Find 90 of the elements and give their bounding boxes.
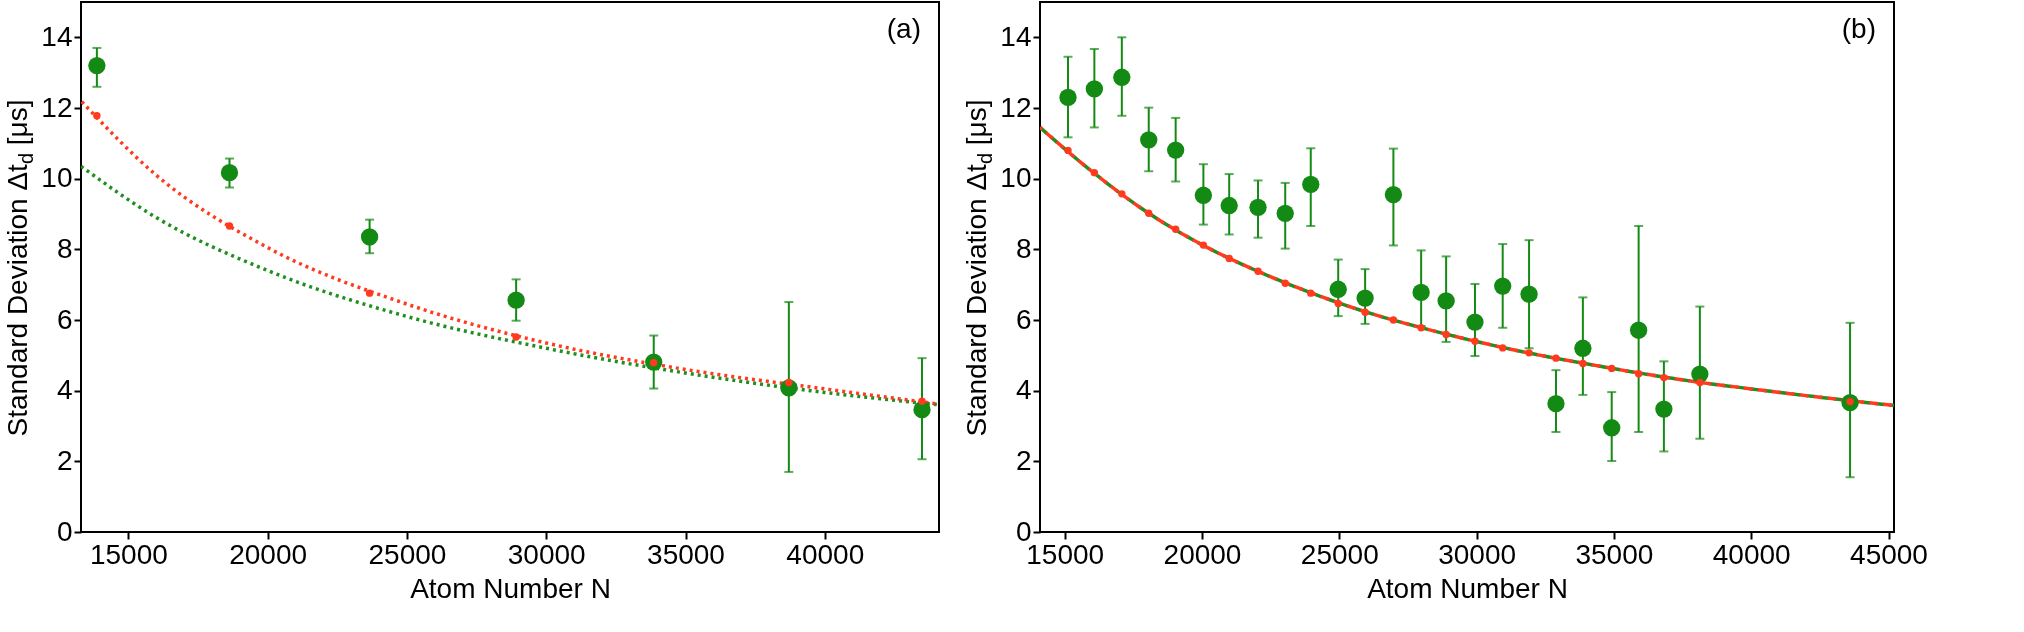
y-tick-label: 14 — [1000, 20, 1032, 52]
y-tick-label: 10 — [41, 162, 73, 194]
point — [365, 289, 374, 297]
point — [1225, 254, 1233, 263]
point — [1384, 185, 1403, 204]
x-tick-label: 30000 — [1438, 538, 1517, 570]
point — [1660, 373, 1668, 382]
x-tick-label: 45000 — [1850, 538, 1928, 570]
point — [1655, 400, 1673, 418]
x-tick-label: 20000 — [1163, 538, 1242, 570]
point — [1302, 175, 1320, 193]
point — [1634, 370, 1643, 378]
point — [918, 397, 926, 405]
y-tick-label: 12 — [41, 91, 73, 123]
y-tick-label: 8 — [56, 232, 73, 264]
point — [225, 222, 234, 230]
point — [1276, 204, 1294, 222]
x-axis-title: Atom Number N — [1367, 572, 1568, 604]
point — [1520, 285, 1538, 303]
point — [1579, 359, 1587, 368]
point — [512, 333, 520, 341]
annotation: (b) — [1841, 13, 1876, 44]
point — [1603, 419, 1621, 437]
point — [360, 228, 379, 246]
y-tick-label: 0 — [56, 515, 73, 547]
point — [1498, 344, 1507, 352]
point — [1442, 330, 1450, 339]
y-tick-label: 12 — [1000, 91, 1032, 123]
point — [1629, 321, 1648, 339]
point — [1696, 378, 1704, 387]
point — [1171, 225, 1180, 233]
point — [1307, 289, 1315, 297]
y-tick-label: 14 — [41, 20, 73, 52]
x-tick-label: 35000 — [1575, 538, 1654, 570]
y-tick-label: 0 — [1015, 515, 1032, 547]
y-tick-label: 6 — [56, 303, 73, 335]
point — [507, 291, 525, 309]
point — [1113, 68, 1131, 86]
y-tick-label: 2 — [56, 444, 73, 476]
point — [1389, 316, 1398, 324]
point — [1199, 241, 1208, 249]
point — [93, 112, 101, 120]
x-tick-label: 30000 — [507, 538, 586, 570]
point — [1220, 196, 1238, 215]
y-tick-label: 4 — [1015, 374, 1032, 406]
y-tick-label: 6 — [1015, 303, 1032, 335]
point — [1090, 168, 1099, 177]
y-tick-label: 4 — [56, 374, 73, 406]
x-tick-label: 40000 — [1712, 538, 1791, 570]
y-tick-label: 10 — [1000, 162, 1032, 194]
point — [1254, 267, 1262, 275]
point — [1417, 324, 1425, 332]
point — [1166, 141, 1185, 159]
point — [1356, 289, 1374, 307]
point — [1281, 279, 1289, 287]
x-tick-label: 20000 — [229, 538, 308, 570]
x-tick-label: 25000 — [1300, 538, 1379, 570]
point — [1085, 80, 1104, 98]
point — [1334, 299, 1342, 308]
point — [1059, 88, 1077, 107]
point — [1466, 313, 1484, 331]
point — [1547, 395, 1565, 413]
point — [1574, 339, 1592, 357]
point — [1412, 283, 1430, 302]
point — [1471, 337, 1479, 345]
point — [220, 164, 239, 182]
x-tick-label: 40000 — [786, 538, 865, 570]
point — [1552, 354, 1560, 362]
point — [1249, 198, 1267, 216]
x-tick-label: 25000 — [368, 538, 447, 570]
point — [1494, 277, 1512, 295]
point — [1118, 190, 1126, 198]
point — [1361, 308, 1369, 316]
point — [1437, 292, 1455, 310]
line-series — [1040, 125, 1894, 408]
point — [785, 378, 793, 387]
x-tick-label: 35000 — [647, 538, 725, 570]
point — [1525, 349, 1533, 357]
point — [1329, 280, 1347, 298]
point — [1145, 209, 1153, 217]
annotation: (a) — [886, 13, 921, 44]
point — [1608, 364, 1616, 373]
point — [88, 56, 106, 75]
y-tick-label: 8 — [1015, 232, 1032, 264]
y-tick-label: 2 — [1015, 444, 1032, 476]
point — [1140, 131, 1158, 149]
x-axis-title: Atom Number N — [410, 572, 611, 604]
point — [1194, 186, 1213, 204]
x-tick-label: 15000 — [89, 538, 168, 570]
point — [1064, 146, 1072, 155]
